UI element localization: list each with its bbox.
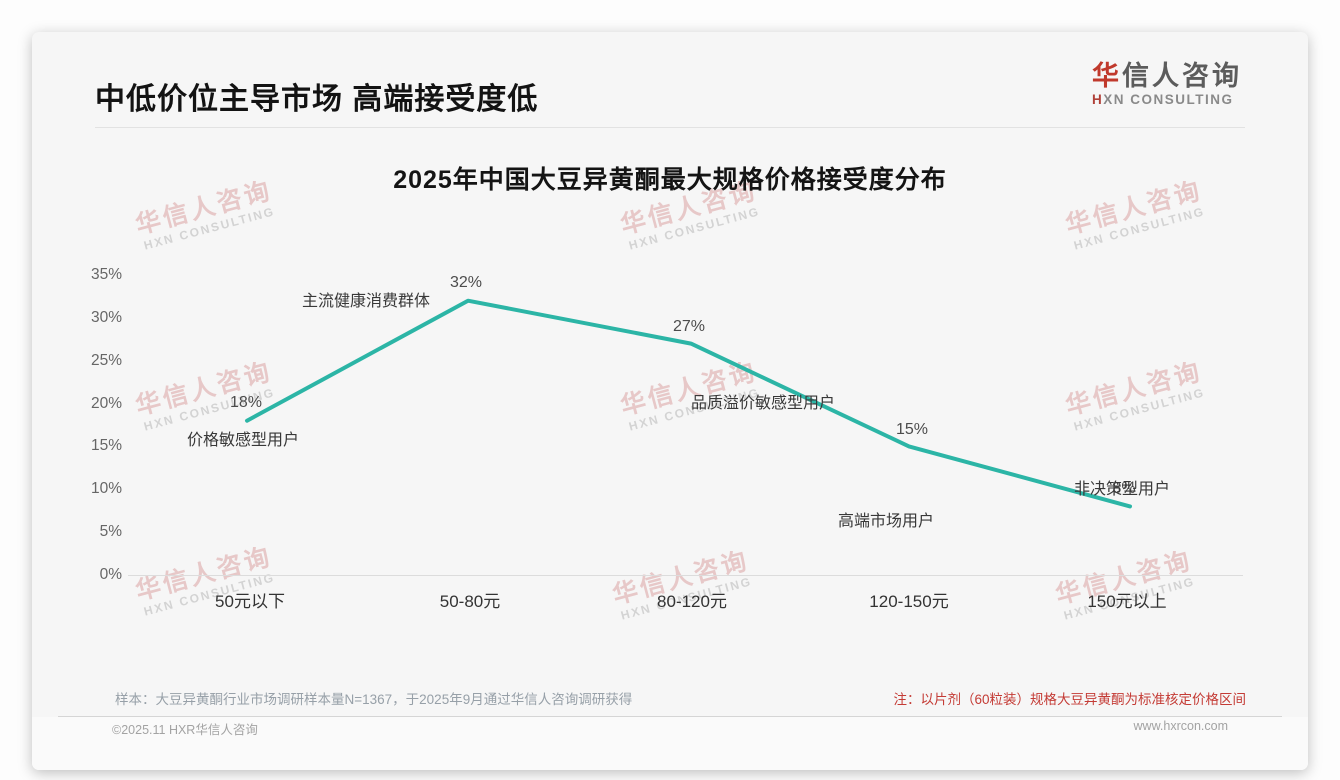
logo-en-first-char: H <box>1092 92 1104 107</box>
chart-title: 2025年中国大豆异黄酮最大规格价格接受度分布 <box>393 166 947 194</box>
x-axis-label: 50-80元 <box>439 592 501 611</box>
header-divider <box>95 127 1245 128</box>
watermark: 华信人咨询 HXN CONSULTING <box>1061 352 1209 435</box>
y-axis-tick: 25% <box>90 351 122 369</box>
x-axis-label: 80-120元 <box>657 592 727 611</box>
y-axis-tick: 30% <box>90 308 122 326</box>
price-basis-note: 注：以片剂（60粒装）规格大豆异黄酮为标准核定价格区间 <box>893 692 1246 707</box>
segment-label: 价格敏感型用户 <box>186 432 300 449</box>
website-text: www.hxrcon.com <box>1133 719 1228 733</box>
logo-cn-rest: 信人咨询 <box>1122 61 1242 91</box>
x-axis-label: 150元以上 <box>1087 592 1167 611</box>
company-logo: 华信人咨询 HXN CONSULTING <box>1092 60 1242 108</box>
segment-label: 品质溢价敏感型用户 <box>690 395 836 412</box>
watermark-text-en: HXN CONSULTING <box>1072 204 1207 253</box>
y-axis-tick: 20% <box>90 394 122 412</box>
watermark-text-en: HXN CONSULTING <box>142 204 277 253</box>
logo-cn-text: 华信人咨询 <box>1092 60 1242 92</box>
segment-label: 主流健康消费群体 <box>301 293 431 310</box>
logo-cn-first-char: 华 <box>1092 61 1122 91</box>
watermark: 华信人咨询 HXN CONSULTING <box>616 352 764 435</box>
footer-divider <box>58 716 1282 717</box>
segment-label: 非决策型用户 <box>1073 481 1171 498</box>
segment-label: 高端市场用户 <box>837 513 935 530</box>
copyright-text: ©2025.11 HXR华信人咨询 <box>112 723 258 737</box>
value-label: 32% <box>449 274 483 291</box>
sample-note: 样本：大豆异黄酮行业市场调研样本量N=1367，于2025年9月通过华信人咨询调… <box>115 692 633 707</box>
value-label: 27% <box>672 318 706 335</box>
y-axis-tick: 10% <box>90 480 122 498</box>
x-axis-label: 50元以下 <box>215 592 285 611</box>
x-axis-label: 120-150元 <box>869 592 949 611</box>
logo-en-rest: XN CONSULTING <box>1103 92 1234 107</box>
line-chart-svg <box>245 298 1132 509</box>
x-axis-baseline <box>128 575 1243 576</box>
value-label: 15% <box>895 421 929 438</box>
logo-en-text: HXN CONSULTING <box>1092 92 1242 108</box>
y-axis-tick: 35% <box>90 266 122 283</box>
watermark-text-en: HXN CONSULTING <box>1072 385 1207 434</box>
slide-card: 华信人咨询 HXN CONSULTING 华信人咨询 HXN CONSULTIN… <box>32 32 1308 770</box>
footer-strip <box>32 717 1308 770</box>
page-title: 中低价位主导市场 高端接受度低 <box>95 83 539 116</box>
y-axis-tick: 0% <box>99 566 122 583</box>
watermark-text-cn: 华信人咨询 <box>1062 357 1206 421</box>
watermark-text-en: HXN CONSULTING <box>627 204 762 253</box>
value-label: 18% <box>229 394 263 411</box>
y-axis-tick: 5% <box>99 523 122 541</box>
y-axis-tick: 15% <box>90 437 122 455</box>
